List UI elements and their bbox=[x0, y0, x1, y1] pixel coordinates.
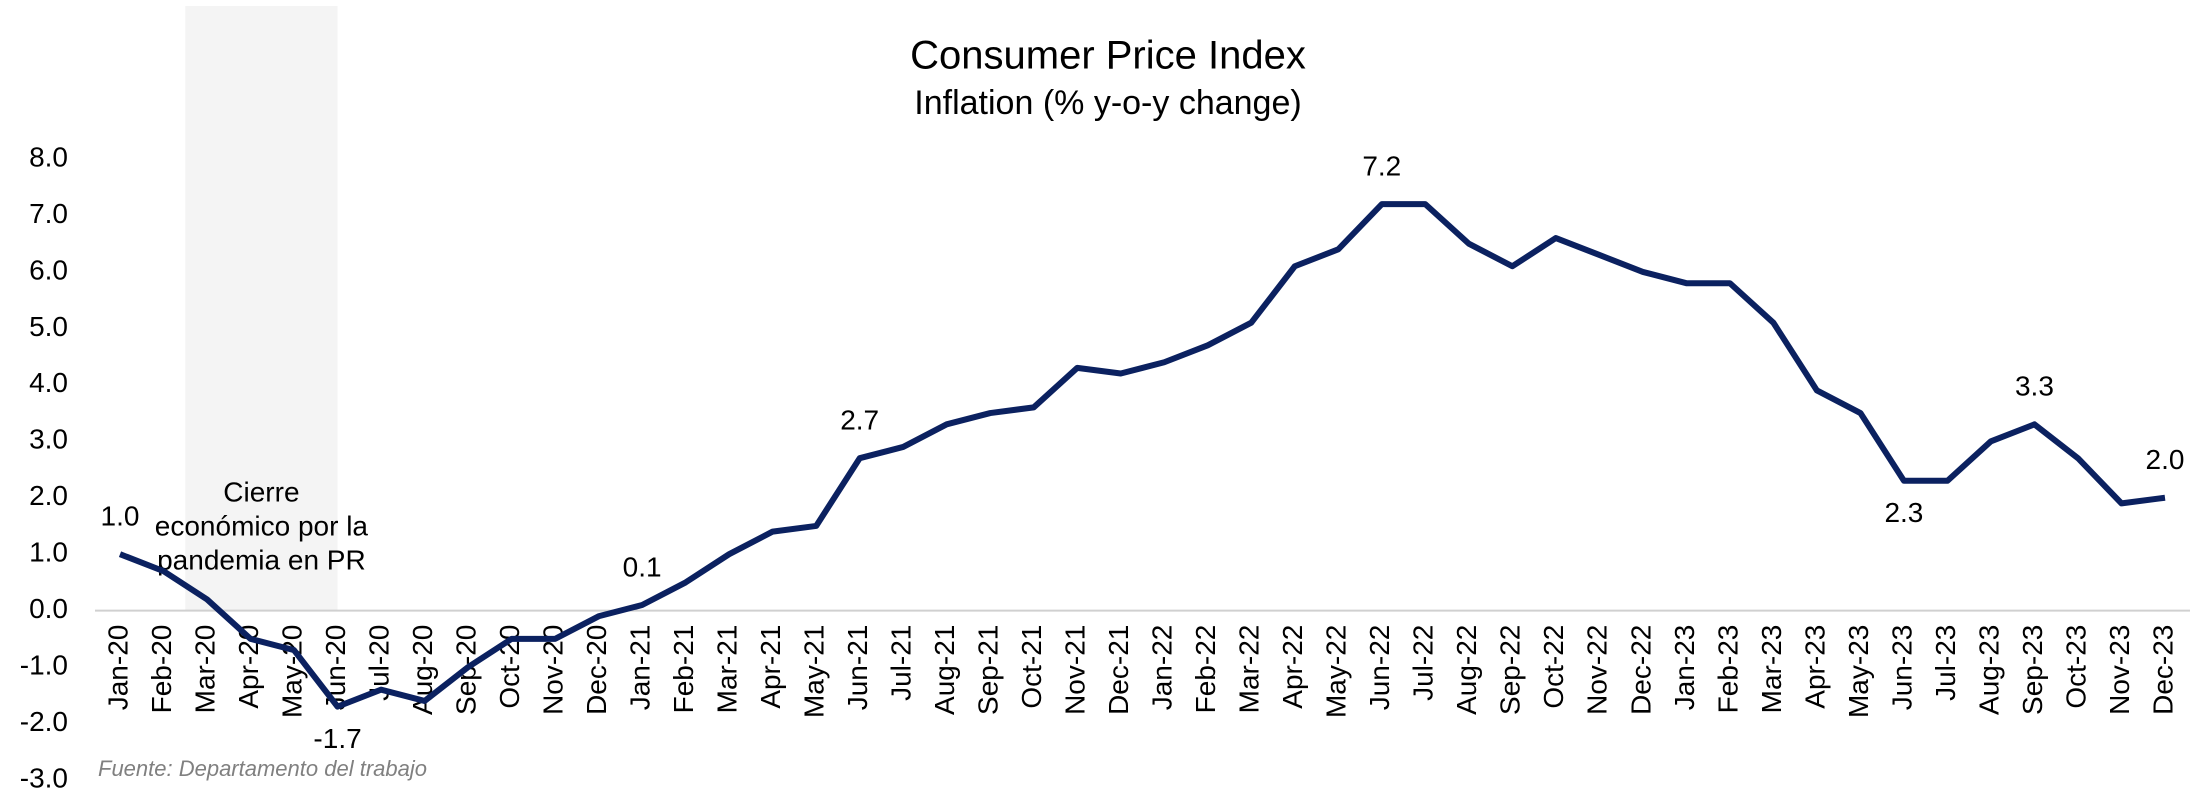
source-note: Fuente: Departamento del trabajo bbox=[98, 756, 427, 781]
x-tick-label: Sep-23 bbox=[2017, 625, 2048, 715]
x-tick-label: Oct-21 bbox=[1016, 625, 1047, 709]
x-tick-label: Mar-23 bbox=[1756, 625, 1787, 714]
x-tick-label: Aug-22 bbox=[1451, 625, 1482, 715]
x-tick-label: Feb-23 bbox=[1712, 625, 1743, 714]
x-tick-label: Aug-21 bbox=[929, 625, 960, 715]
x-tick-label: Nov-21 bbox=[1060, 625, 1091, 715]
data-label: 7.2 bbox=[1362, 151, 1401, 182]
annotation: económico por la bbox=[155, 510, 369, 541]
x-tick-label: Jun-20 bbox=[320, 625, 351, 711]
x-tick-label: Apr-22 bbox=[1277, 625, 1308, 709]
chart-subtitle: Inflation (% y-o-y change) bbox=[914, 84, 1301, 122]
data-label: 2.3 bbox=[1884, 497, 1923, 528]
x-tick-label: Feb-22 bbox=[1190, 625, 1221, 714]
data-label: 3.3 bbox=[2015, 371, 2054, 402]
x-tick-label: May-21 bbox=[799, 625, 830, 718]
x-tick-label: Jan-21 bbox=[625, 625, 656, 711]
x-tick-label: Jun-22 bbox=[1364, 625, 1395, 711]
y-tick-label: 7.0 bbox=[29, 198, 68, 229]
annotation: pandemia en PR bbox=[157, 544, 366, 575]
shaded-region bbox=[185, 6, 338, 611]
y-tick-label: 1.0 bbox=[29, 537, 68, 568]
x-tick-label: Dec-21 bbox=[1103, 625, 1134, 715]
x-tick-label: Jan-23 bbox=[1669, 625, 1700, 711]
x-tick-label: May-23 bbox=[1843, 625, 1874, 718]
y-tick-label: 0.0 bbox=[29, 593, 68, 624]
data-label: 2.7 bbox=[840, 405, 879, 436]
y-tick-label: 5.0 bbox=[29, 311, 68, 342]
data-label: 0.1 bbox=[623, 551, 662, 582]
x-tick-label: Mar-20 bbox=[189, 625, 220, 714]
annotation: Cierre bbox=[223, 476, 299, 507]
x-tick-label: Jul-23 bbox=[1930, 625, 1961, 701]
data-label: 2.0 bbox=[2146, 444, 2185, 475]
line-series bbox=[118, 201, 2166, 710]
x-tick-label: Oct-23 bbox=[2060, 625, 2091, 709]
x-tick-label: Feb-21 bbox=[668, 625, 699, 714]
x-tick-label: Jun-21 bbox=[842, 625, 873, 711]
x-tick-label: Jun-23 bbox=[1886, 625, 1917, 711]
y-tick-label: 2.0 bbox=[29, 480, 68, 511]
y-tick-label: 6.0 bbox=[29, 254, 68, 285]
x-tick-label: Dec-23 bbox=[2147, 625, 2178, 715]
y-tick-label: -3.0 bbox=[20, 762, 68, 790]
y-tick-label: 4.0 bbox=[29, 367, 68, 398]
data-label: 1.0 bbox=[101, 501, 140, 532]
x-tick-label: May-20 bbox=[276, 625, 307, 718]
y-tick-label: 8.0 bbox=[29, 141, 68, 172]
x-tick-label: Apr-21 bbox=[755, 625, 786, 709]
x-tick-label: Sep-22 bbox=[1495, 625, 1526, 715]
x-tick-label: Nov-23 bbox=[2104, 625, 2135, 715]
x-tick-label: Aug-23 bbox=[1973, 625, 2004, 715]
x-tick-label: Jan-22 bbox=[1147, 625, 1178, 711]
x-tick-label: Dec-22 bbox=[1625, 625, 1656, 715]
y-tick-label: -2.0 bbox=[20, 706, 68, 737]
x-tick-label: Apr-23 bbox=[1799, 625, 1830, 709]
x-tick-label: Sep-21 bbox=[973, 625, 1004, 715]
x-tick-label: Mar-21 bbox=[712, 625, 743, 714]
y-tick-label: -1.0 bbox=[20, 649, 68, 680]
x-tick-label: May-22 bbox=[1321, 625, 1352, 718]
y-tick-label: 3.0 bbox=[29, 424, 68, 455]
x-tick-label: Nov-22 bbox=[1582, 625, 1613, 715]
x-tick-label: Oct-22 bbox=[1538, 625, 1569, 709]
data-label: -1.7 bbox=[313, 723, 361, 754]
x-tick-label: Jul-22 bbox=[1408, 625, 1439, 701]
x-tick-label: Jul-21 bbox=[886, 625, 917, 701]
x-tick-label: Feb-20 bbox=[146, 625, 177, 714]
x-tick-label: Dec-20 bbox=[581, 625, 612, 715]
chart-title: Consumer Price Index bbox=[910, 34, 1306, 78]
x-tick-label: Mar-22 bbox=[1234, 625, 1265, 714]
x-tick-label: Jan-20 bbox=[102, 625, 133, 711]
